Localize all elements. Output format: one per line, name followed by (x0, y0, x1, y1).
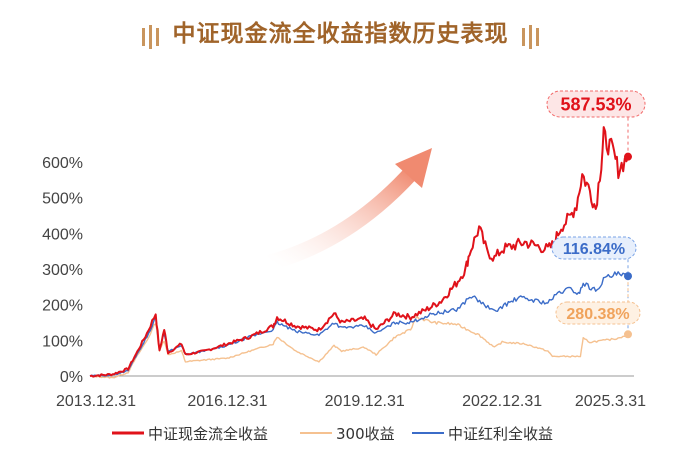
legend-label: 中证红利全收益 (448, 425, 553, 443)
x-tick-label: 2022.12.31 (462, 393, 542, 410)
end-value-badge (555, 301, 641, 325)
title-left-decoration (140, 24, 161, 49)
x-tick-label: 2019.12.31 (325, 393, 405, 410)
chart-title: 中证现金流全收益指数历史表现 (172, 21, 509, 47)
trend-arrow-decoration (264, 148, 432, 270)
legend-label: 300收益 (336, 425, 395, 443)
chart-title-block: 中证现金流全收益指数历史表现 (0, 14, 681, 49)
series-line (89, 316, 629, 379)
end-value-label: 587.53% (560, 94, 631, 114)
y-tick-label: 100% (42, 333, 83, 350)
legend-label: 中证现金流全收益 (148, 425, 268, 443)
y-tick-label: 500% (42, 191, 83, 208)
y-tick-label: 200% (42, 298, 83, 315)
series-end-point (624, 330, 632, 339)
series-end-point (624, 152, 632, 161)
y-tick-label: 0% (60, 369, 83, 386)
x-tick-label: 2016.12.31 (187, 393, 267, 410)
end-value-badge (546, 90, 646, 118)
series-line (89, 271, 629, 377)
end-value-label: 280.38% (566, 306, 629, 323)
series-end-point (624, 272, 632, 281)
y-tick-label: 400% (42, 226, 83, 243)
end-value-label: 116.84% (563, 241, 625, 258)
x-tick-label: 2025.3.31 (575, 393, 646, 410)
series-line (89, 126, 629, 378)
x-tick-label: 2013.12.31 (56, 393, 136, 410)
title-right-decoration (520, 24, 541, 49)
y-tick-label: 300% (42, 262, 83, 279)
end-value-badge (551, 236, 637, 260)
y-tick-label: 600% (42, 155, 83, 172)
